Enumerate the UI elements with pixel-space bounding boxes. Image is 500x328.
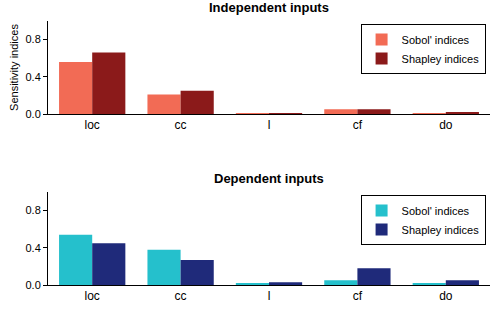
svg-text:Independent inputs: Independent inputs [209,0,329,15]
svg-text:0.8: 0.8 [26,204,41,216]
svg-text:Sobol' indices: Sobol' indices [402,34,470,46]
svg-text:cc: cc [175,118,187,132]
svg-text:0.0: 0.0 [26,279,41,291]
svg-text:Sensitivity indices: Sensitivity indices [8,24,20,111]
svg-text:l: l [268,118,271,132]
svg-text:loc: loc [85,118,100,132]
svg-text:Shapley indices: Shapley indices [402,53,480,65]
svg-text:Sobol' indices: Sobol' indices [402,205,470,217]
svg-text:cf: cf [353,289,363,303]
svg-text:cc: cc [175,289,187,303]
svg-text:do: do [439,289,453,303]
svg-text:Dependent inputs: Dependent inputs [214,171,324,186]
svg-text:l: l [268,289,271,303]
svg-text:loc: loc [85,289,100,303]
svg-text:cf: cf [353,118,363,132]
svg-text:do: do [439,118,453,132]
svg-text:0.8: 0.8 [26,33,41,45]
svg-text:0.4: 0.4 [26,242,41,254]
svg-text:Shapley indices: Shapley indices [402,224,480,236]
svg-text:0.0: 0.0 [26,108,41,120]
svg-text:0.4: 0.4 [26,71,41,83]
